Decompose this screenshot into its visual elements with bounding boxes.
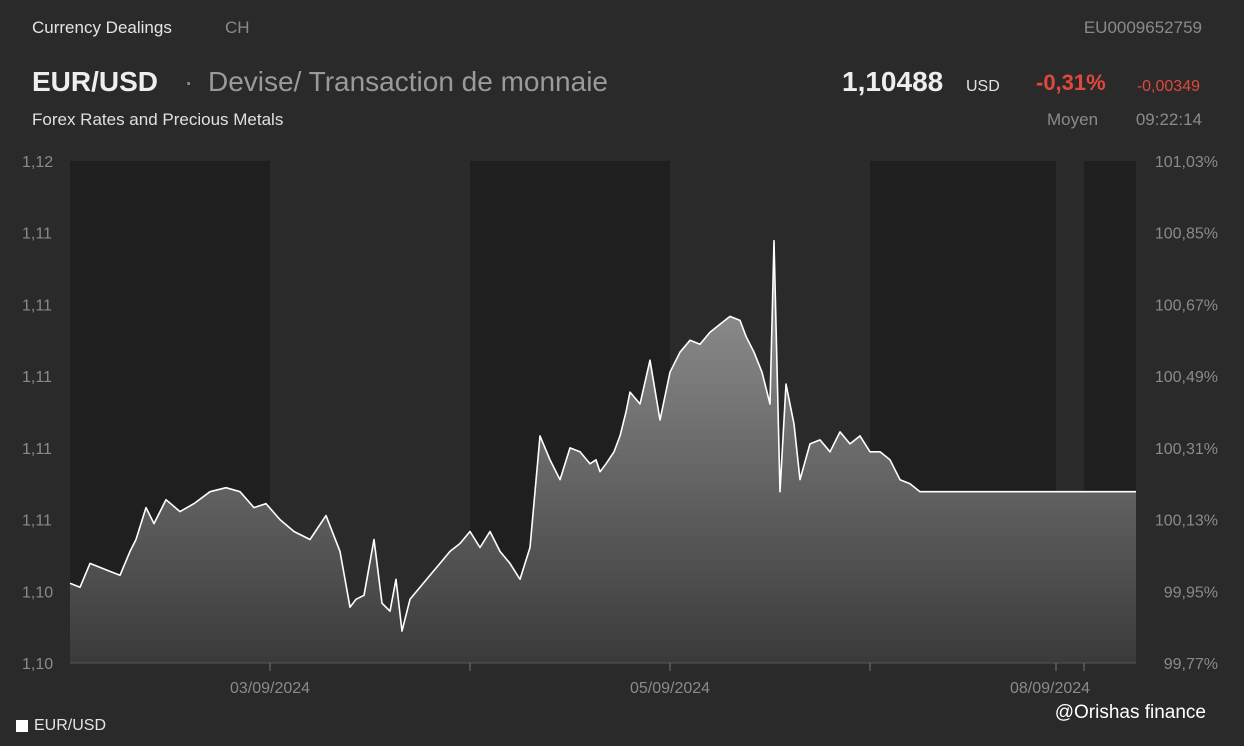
currency-pair: EUR/USD — [32, 66, 159, 97]
y-right-tick-label: 100,67% — [1155, 297, 1218, 314]
y-left-tick-label: 1,12 — [22, 154, 53, 171]
y-right-tick-label: 101,03% — [1155, 154, 1218, 171]
y-left-tick-label: 1,11 — [22, 369, 52, 386]
y-left-tick-label: 1,11 — [22, 441, 52, 458]
legend[interactable]: EUR/USD — [16, 717, 106, 735]
y-left-tick-label: 1,10 — [22, 656, 53, 673]
x-tick-label: 05/09/2024 — [630, 680, 710, 697]
instrument-description: Devise/ Transaction de monnaie — [208, 66, 608, 97]
price-line — [69, 239, 1136, 632]
y-left-tick-label: 1,11 — [22, 226, 52, 243]
y-right-tick-label: 100,31% — [1155, 441, 1218, 458]
isin-code: EU0009652759 — [1083, 18, 1202, 37]
y-left-tick-label: 1,10 — [22, 584, 53, 601]
change-absolute: -0,00349 — [1136, 78, 1200, 95]
y-right-tick-label: 100,13% — [1155, 513, 1218, 530]
country-code: CH — [225, 18, 250, 37]
legend-label: EUR/USD — [34, 717, 107, 734]
watermark: @Orishas finance — [1054, 702, 1206, 723]
price-type: Moyen — [1047, 110, 1099, 129]
price-area-fill — [70, 240, 1136, 663]
title-separator: · — [184, 66, 194, 97]
y-left-tick-label: 1,11 — [22, 513, 52, 530]
x-tick-label: 08/09/2024 — [1010, 680, 1090, 697]
y-right-tick-label: 100,49% — [1155, 369, 1218, 386]
quote-time: 09:22:14 — [1135, 110, 1202, 129]
section-title: Currency Dealings — [32, 18, 172, 37]
instrument-category: Forex Rates and Precious Metals — [32, 110, 284, 129]
price-currency: USD — [966, 78, 1000, 95]
legend-swatch — [16, 720, 28, 732]
y-left-tick-label: 1,11 — [22, 297, 52, 314]
change-percent: -0,31% — [1036, 70, 1106, 95]
x-tick-label: 03/09/2024 — [230, 680, 310, 697]
last-price: 1,10488 — [842, 66, 944, 97]
y-right-tick-label: 99,77% — [1164, 656, 1218, 673]
y-right-tick-label: 100,85% — [1155, 226, 1218, 243]
y-right-tick-label: 99,95% — [1164, 584, 1218, 601]
